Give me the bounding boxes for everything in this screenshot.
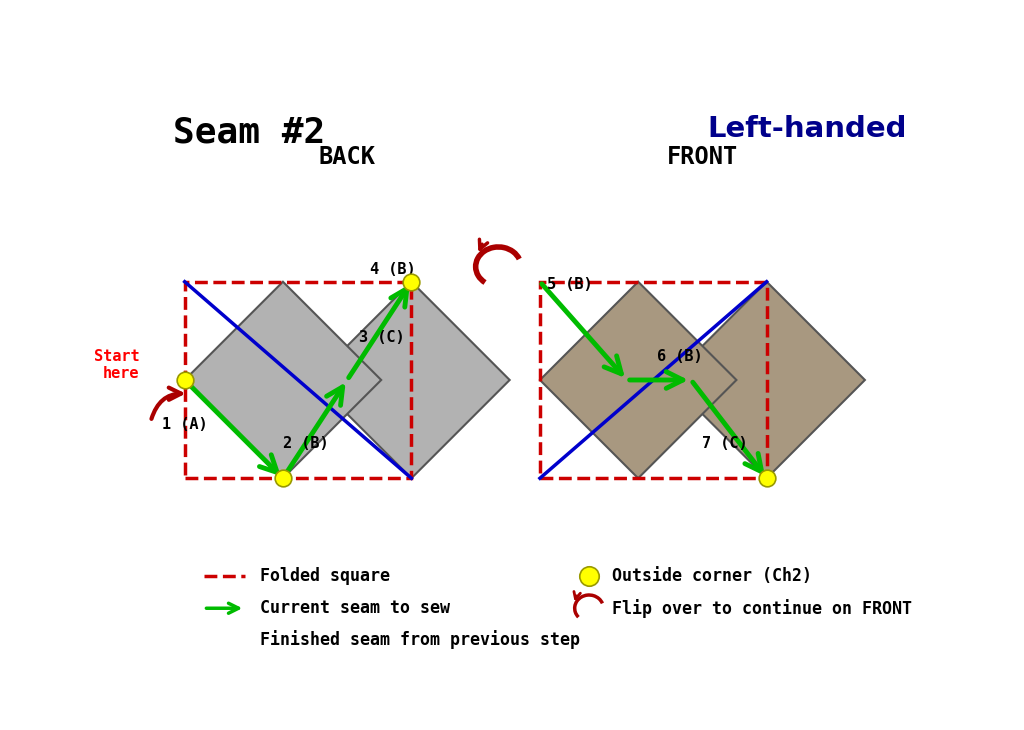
Text: Flip over to continue on FRONT: Flip over to continue on FRONT	[611, 599, 911, 618]
Text: 7 (C): 7 (C)	[702, 436, 749, 451]
Text: FRONT: FRONT	[667, 145, 738, 169]
Polygon shape	[669, 282, 865, 478]
Text: 2 (B): 2 (B)	[283, 436, 329, 451]
Text: 5 (B): 5 (B)	[548, 277, 593, 292]
Polygon shape	[313, 282, 510, 478]
Text: Finished seam from previous step: Finished seam from previous step	[260, 631, 581, 650]
Text: Start
here: Start here	[94, 349, 139, 381]
Bar	[540, 282, 767, 478]
Text: Folded square: Folded square	[260, 567, 390, 585]
Text: 4 (B): 4 (B)	[370, 262, 416, 277]
Text: BACK: BACK	[318, 145, 376, 169]
Text: Outside corner (Ch2): Outside corner (Ch2)	[611, 567, 812, 585]
Polygon shape	[184, 282, 381, 478]
Polygon shape	[540, 282, 736, 478]
Text: Current seam to sew: Current seam to sew	[260, 599, 451, 618]
Text: Seam #2: Seam #2	[173, 115, 326, 150]
Text: 6 (B): 6 (B)	[657, 349, 702, 364]
Text: Left-handed: Left-handed	[707, 115, 906, 144]
Text: 3 (C): 3 (C)	[358, 330, 404, 345]
Text: 1 (A): 1 (A)	[162, 417, 208, 432]
Bar	[184, 282, 412, 478]
